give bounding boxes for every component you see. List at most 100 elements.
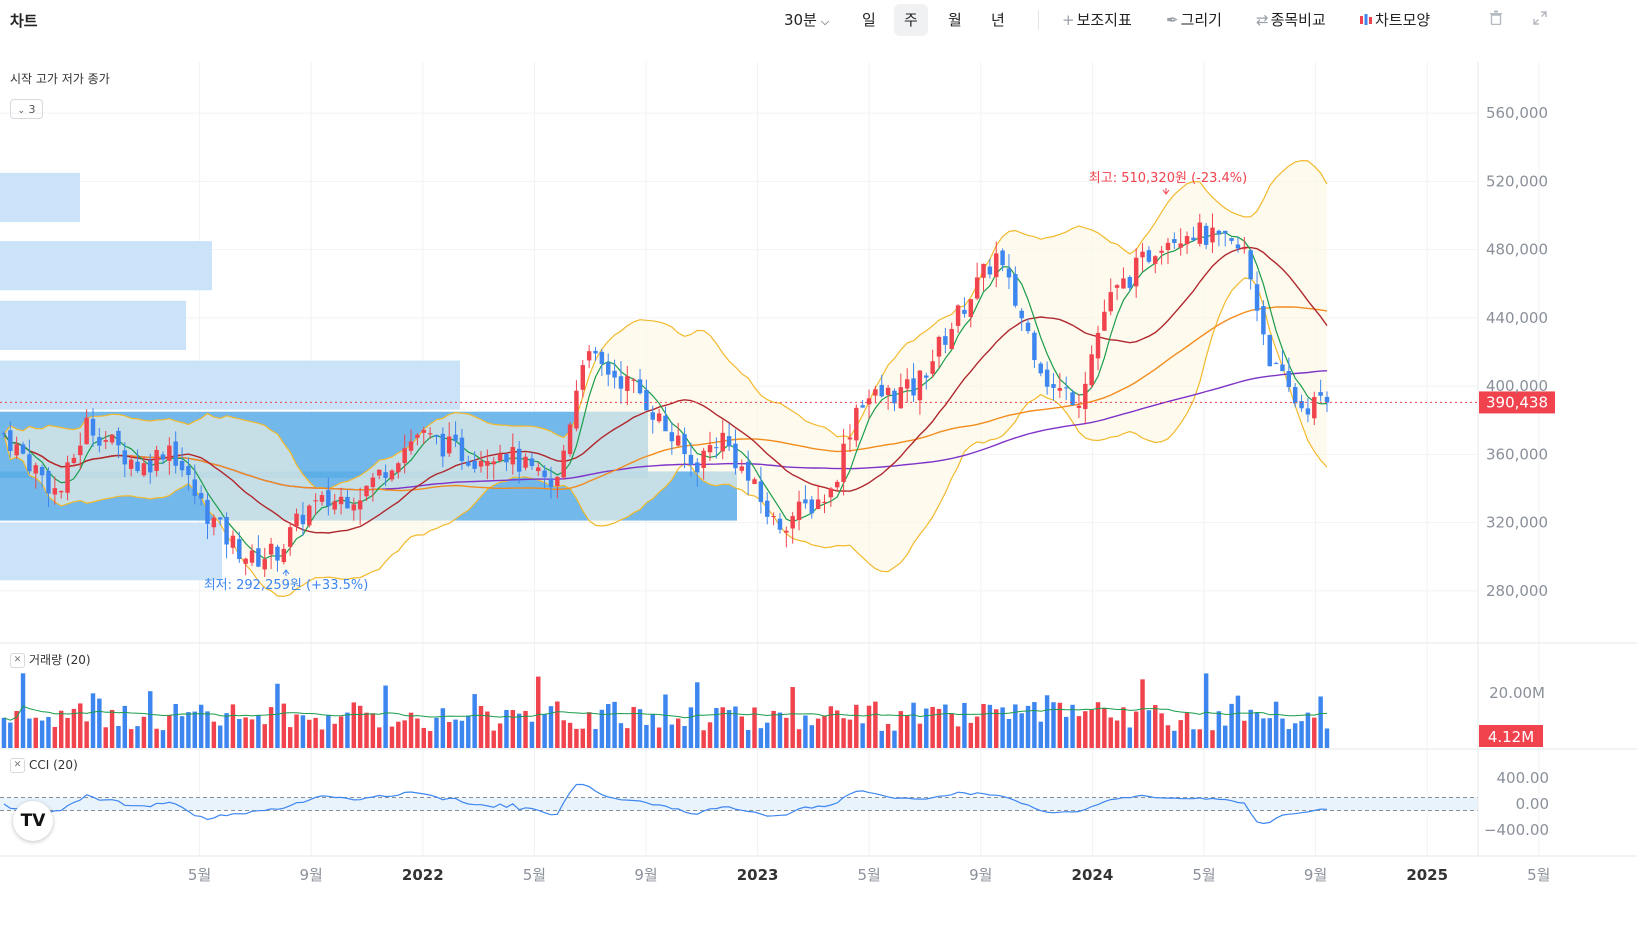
volume-bar xyxy=(268,707,274,748)
volume-bar xyxy=(1051,702,1056,748)
candle-body xyxy=(459,437,465,462)
candle-body xyxy=(491,461,496,465)
candle-body xyxy=(644,389,649,411)
volume-bar xyxy=(109,709,115,748)
volume-bar xyxy=(1210,730,1215,748)
candle-body xyxy=(307,505,312,526)
volume-bar xyxy=(504,709,509,748)
interval-dropdown[interactable]: 30분 ⌵ xyxy=(774,4,839,36)
volume-bar xyxy=(78,703,83,748)
draw-button[interactable]: ✒ 그리기 xyxy=(1166,4,1222,36)
volume-bar xyxy=(714,708,719,748)
candle-body xyxy=(262,559,267,570)
candle-body xyxy=(205,499,210,524)
cci-line xyxy=(0,783,1478,825)
period-year-button[interactable]: 년 xyxy=(991,11,1005,29)
candle-body xyxy=(809,499,815,514)
compare-button[interactable]: ⇄ 종목비교 xyxy=(1256,4,1326,36)
candle-body xyxy=(688,454,694,465)
indicator-toggle[interactable]: ⌄ 3 xyxy=(10,99,43,119)
volume-bar xyxy=(1305,712,1311,748)
close-icon[interactable]: ✕ xyxy=(10,653,25,668)
volume-bar xyxy=(1114,720,1120,748)
close-icon[interactable]: ✕ xyxy=(10,758,25,773)
candle-body xyxy=(211,517,217,528)
volume-bar xyxy=(688,707,694,748)
volume-bar xyxy=(567,722,573,748)
toolbar-divider xyxy=(1038,10,1039,30)
volume-bar xyxy=(1318,696,1323,748)
time-tick-label: 2022 xyxy=(402,866,444,884)
chart-toolbar: 차트 30분 ⌵ 일 주 월 년 + 보조지표 ✒ 그리기 ⇄ 종목비교 차트모양 xyxy=(0,0,1637,40)
volume-bar xyxy=(1102,708,1107,748)
candle-body xyxy=(695,462,700,473)
candle-body xyxy=(974,277,980,299)
trash-icon[interactable] xyxy=(1484,8,1508,32)
candle-body xyxy=(453,434,458,441)
candle-body xyxy=(1273,363,1279,365)
candle-body xyxy=(377,469,382,476)
volume-bar xyxy=(885,724,891,748)
candle-body xyxy=(217,517,223,520)
volume-bar xyxy=(733,706,738,748)
period-week-button[interactable]: 주 xyxy=(894,4,928,36)
volume-bar xyxy=(192,711,198,748)
volume-bar xyxy=(243,717,248,748)
candle-body xyxy=(898,387,904,409)
volume-bar xyxy=(994,709,999,748)
indicator-button[interactable]: + 보조지표 xyxy=(1062,4,1132,36)
candle-body xyxy=(828,488,834,498)
candle-body xyxy=(243,558,248,564)
period-month-button[interactable]: 월 xyxy=(948,11,962,29)
candle-body xyxy=(1146,250,1152,262)
candle-body xyxy=(1191,237,1196,241)
ma20-line xyxy=(3,246,1328,534)
volume-bar xyxy=(179,716,185,748)
candle-body xyxy=(987,266,993,275)
candle-body xyxy=(364,485,369,497)
candle-body xyxy=(745,461,751,481)
volume-bar xyxy=(968,722,974,748)
candle-body xyxy=(567,424,573,455)
candle-body xyxy=(790,516,795,529)
time-tick-label: 5월 xyxy=(1192,866,1215,884)
volume-bar xyxy=(364,712,369,748)
period-day-button[interactable]: 일 xyxy=(862,11,876,29)
time-tick-label: 5월 xyxy=(1527,866,1550,884)
candle-body xyxy=(8,430,13,452)
volume-bar xyxy=(1159,713,1164,748)
volume-bar xyxy=(1254,712,1260,748)
candle-body xyxy=(542,470,547,478)
volume-bar xyxy=(949,713,954,748)
candle-body xyxy=(224,517,229,545)
volume-bar xyxy=(1312,717,1317,748)
candle-body xyxy=(446,436,452,454)
volume-bar xyxy=(1146,710,1152,748)
volume-bar xyxy=(1280,718,1285,748)
price-tick-label: 280,000 xyxy=(1486,582,1548,600)
indicator-label: 보조지표 xyxy=(1076,11,1132,29)
volume-bar xyxy=(116,725,121,748)
volume-bar xyxy=(574,728,579,748)
volume-bar xyxy=(739,716,745,748)
volume-bar xyxy=(1178,720,1183,748)
candle-body xyxy=(1140,251,1145,258)
expand-icon[interactable] xyxy=(1528,8,1552,32)
candle-body xyxy=(65,462,70,493)
candle-body xyxy=(822,501,827,504)
volume-bar xyxy=(1324,728,1330,748)
volume-bar xyxy=(141,716,147,748)
cci-line xyxy=(3,783,1328,825)
chart-style-button[interactable]: 차트모양 xyxy=(1359,4,1430,36)
volume-bar xyxy=(237,719,242,748)
candle-body xyxy=(701,450,706,468)
candle-body xyxy=(1235,244,1241,249)
candle-body xyxy=(675,435,681,446)
cci-legend-title: CCI (20) xyxy=(29,758,78,772)
volume-bar xyxy=(815,718,821,748)
tradingview-logo[interactable]: TV xyxy=(13,801,53,841)
candle-body xyxy=(1114,285,1120,288)
volume-current-label: 4.12M xyxy=(1488,728,1534,746)
volume-bar xyxy=(351,702,357,748)
